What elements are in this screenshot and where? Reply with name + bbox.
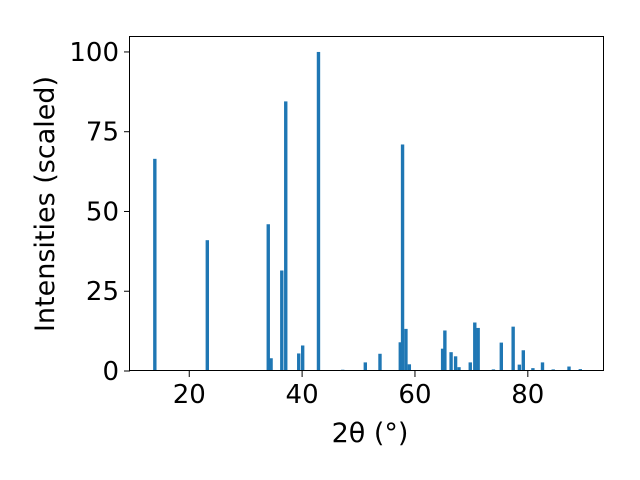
bar-22 [473,322,477,371]
bar-18 [449,352,453,371]
bar-25 [499,342,503,371]
x-axis-label: 2θ (°) [332,418,409,449]
bar-32 [567,366,571,371]
bars-group [153,51,582,372]
y-axis-label: Intensities (scaled) [30,76,61,332]
bar-4 [280,270,284,371]
bar-5 [284,101,288,372]
bar-11 [378,353,382,371]
bar-0 [153,158,157,371]
y-tick-label-0: 0 [102,357,119,387]
bar-8 [316,51,321,371]
x-tick-label-2: 60 [398,380,431,410]
bar-20 [457,367,461,371]
plot-frame [129,36,604,371]
bar-10 [363,362,367,371]
bar-17 [443,330,447,371]
x-tick-label-0: 20 [173,380,206,410]
ticks-group: 20 40 60 80 0 25 50 75 100 [69,38,544,410]
bar-14 [404,328,408,371]
x-tick-label-3: 80 [511,380,544,410]
bar-6 [297,353,301,371]
y-tick-label-4: 100 [69,38,119,68]
y-tick-label-3: 75 [86,118,119,148]
bar-15 [407,364,412,371]
bar-3 [269,358,273,371]
y-tick-label-1: 25 [86,277,119,307]
bar-26 [511,326,515,371]
bar-1 [205,240,209,371]
bar-12 [398,342,402,371]
bar-19 [453,356,458,371]
bar-21 [468,362,472,371]
y-tick-label-2: 50 [86,197,119,227]
bar-7 [300,345,305,371]
bar-2 [266,224,270,371]
bar-13 [400,144,405,371]
bar-16 [440,348,445,371]
x-tick-label-1: 40 [286,380,319,410]
bar-27 [517,364,522,371]
bar-30 [540,362,545,371]
bar-29 [531,368,535,371]
bar-23 [476,327,480,371]
bar-28 [521,350,525,371]
